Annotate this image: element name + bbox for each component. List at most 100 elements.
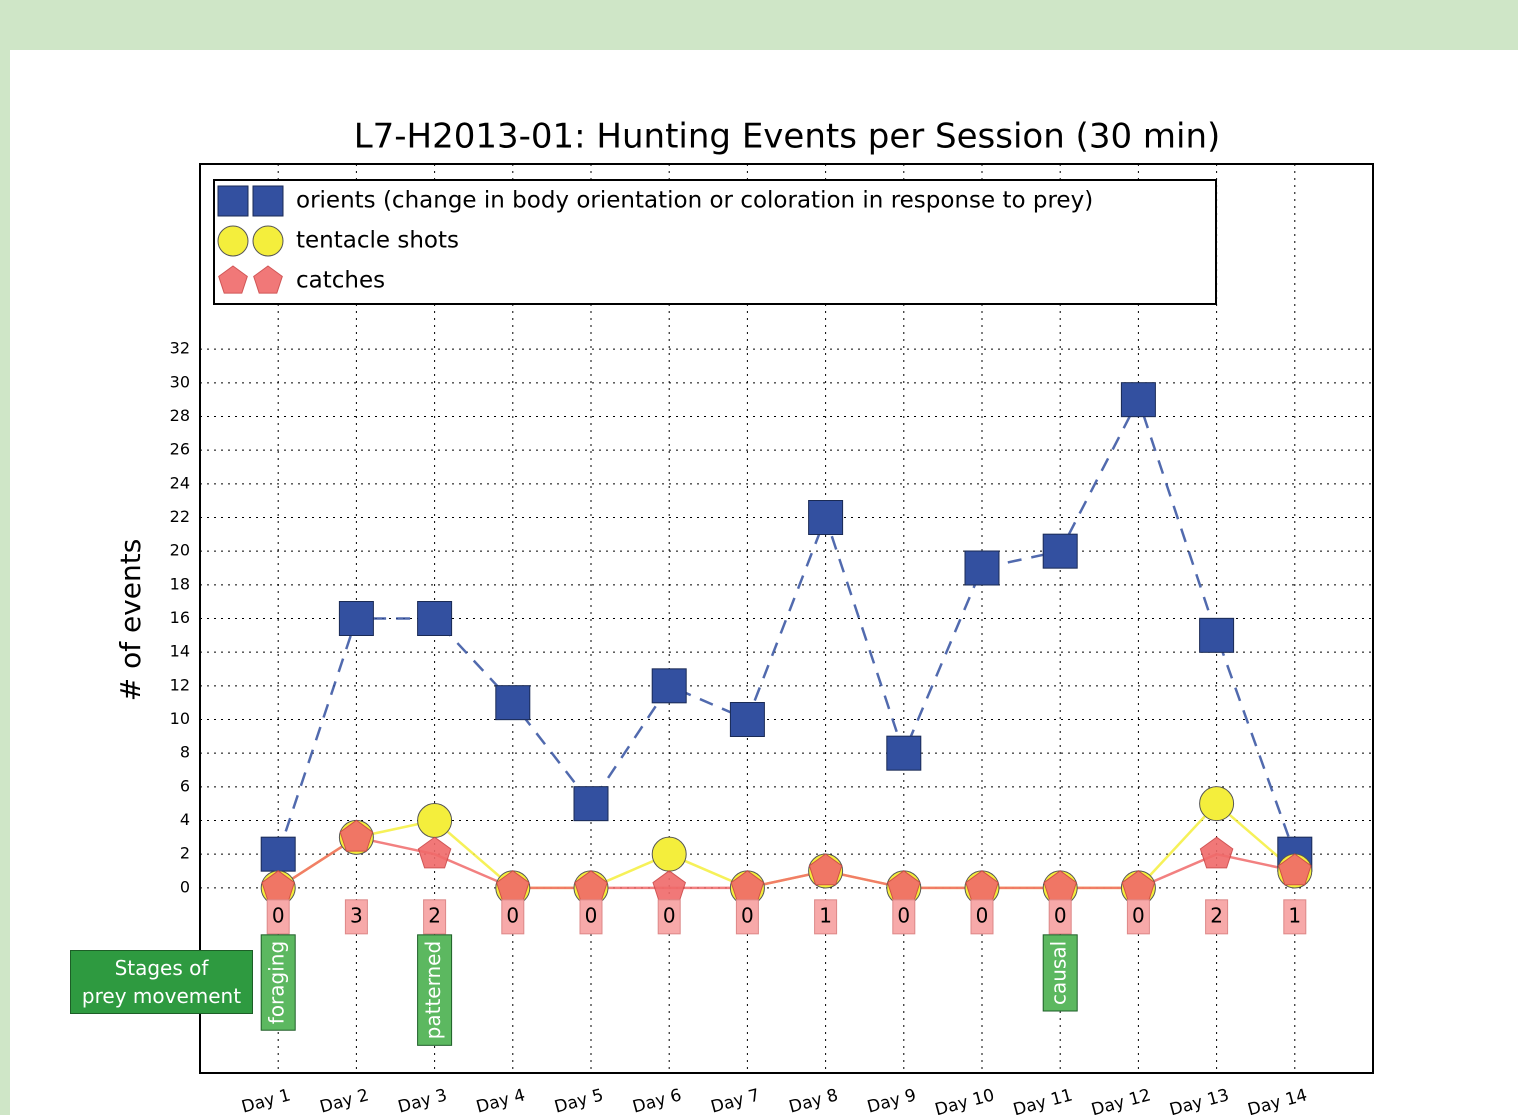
marker <box>651 668 687 704</box>
x-tick-label: Day 10 <box>933 1085 997 1115</box>
y-tick-label: 8 <box>180 743 190 762</box>
stage: foraging <box>260 934 296 1031</box>
marker <box>1199 617 1235 653</box>
y-tick-label: 16 <box>170 608 190 627</box>
legend-label: orients (change in body orientation or c… <box>296 188 1093 214</box>
stage-title: Stages of prey movement <box>70 950 253 1014</box>
stage-label: causal <box>1047 941 1071 1005</box>
marker <box>808 853 843 886</box>
marker <box>217 225 249 257</box>
marker <box>651 836 687 872</box>
y-tick-label: 22 <box>170 507 190 526</box>
x-tick-label: Day 13 <box>1167 1085 1231 1115</box>
stage-box <box>260 934 296 1031</box>
header-band <box>0 0 1518 50</box>
data-label-box <box>970 899 994 935</box>
data-label-box <box>423 899 447 935</box>
marker <box>729 702 765 737</box>
data-label-box <box>579 899 603 935</box>
marker <box>652 870 686 903</box>
marker <box>495 685 531 721</box>
y-axis-label: # of events <box>114 539 147 702</box>
stage-box <box>1042 934 1078 1012</box>
x-tick-label: Day 5 <box>552 1085 605 1115</box>
stage: causal <box>1042 934 1078 1012</box>
marker <box>1199 836 1234 869</box>
y-tick-label: 24 <box>170 473 190 492</box>
marker <box>417 803 453 838</box>
y-tick-label: 10 <box>170 709 190 728</box>
marker <box>417 836 452 869</box>
x-tick-label: Day 6 <box>631 1085 684 1115</box>
y-tick-label: 6 <box>180 776 190 795</box>
x-tick-label: Day 12 <box>1089 1085 1153 1115</box>
y-tick-label: 18 <box>170 574 190 593</box>
x-tick-label: Day 1 <box>240 1085 293 1115</box>
x-tick-label: Day 2 <box>318 1085 371 1115</box>
marker <box>964 550 1000 586</box>
data-label-box <box>814 899 838 935</box>
x-tick-label: Day 7 <box>709 1085 762 1115</box>
y-tick-label: 32 <box>170 339 190 358</box>
data-label-box <box>266 899 290 935</box>
data-label: 0 <box>1054 903 1067 927</box>
data-label: 0 <box>272 903 285 927</box>
marker <box>808 500 844 535</box>
data-label: 1 <box>819 903 832 927</box>
marker <box>253 265 283 294</box>
data-label: 2 <box>428 903 441 927</box>
legend-label: catches <box>296 268 385 294</box>
data-label-box <box>892 899 916 935</box>
marker <box>338 601 374 636</box>
marker <box>218 265 248 294</box>
data-label: 0 <box>897 903 910 927</box>
data-label: 2 <box>1210 903 1223 927</box>
data-label-box <box>344 899 368 935</box>
data-label: 0 <box>1132 903 1145 927</box>
marker <box>217 185 249 217</box>
marker <box>252 185 284 217</box>
marker <box>252 225 284 257</box>
data-label: 3 <box>350 903 363 927</box>
marker <box>1120 382 1156 418</box>
y-tick-label: 4 <box>180 810 190 829</box>
marker <box>1042 533 1078 569</box>
legend-box <box>213 179 1217 305</box>
data-label: 0 <box>976 903 989 927</box>
marker <box>1199 786 1235 822</box>
stage-label: foraging <box>265 941 289 1024</box>
data-label-box <box>657 899 681 935</box>
data-label-box <box>1048 899 1072 935</box>
data-label: 0 <box>741 903 754 927</box>
x-tick-label: Day 11 <box>1011 1085 1075 1115</box>
marker <box>339 819 374 852</box>
side-band <box>0 50 10 1115</box>
stage-label: patterned <box>421 941 445 1039</box>
stage: patterned <box>417 934 453 1046</box>
data-label: 0 <box>663 903 676 927</box>
x-tick-label: Day 9 <box>865 1085 918 1115</box>
data-label: 1 <box>1288 903 1301 927</box>
marker <box>417 601 453 636</box>
x-tick-label: Day 4 <box>474 1085 527 1115</box>
data-label: 0 <box>585 903 598 927</box>
marker <box>1278 853 1312 886</box>
marker <box>886 735 922 771</box>
x-tick-label: Day 8 <box>787 1085 840 1115</box>
y-tick-label: 30 <box>170 372 190 391</box>
y-tick-label: 2 <box>180 844 190 863</box>
y-tick-label: 26 <box>170 440 190 459</box>
stage-box <box>417 934 453 1046</box>
y-tick-label: 0 <box>180 877 190 896</box>
legend-label: tentacle shots <box>296 228 459 254</box>
y-tick-label: 28 <box>170 406 190 425</box>
plot-frame <box>199 163 1374 1074</box>
data-label-box <box>1205 899 1229 935</box>
data-label-box <box>501 899 525 935</box>
y-tick-label: 12 <box>170 675 190 694</box>
data-label-box <box>1126 899 1150 935</box>
data-label-box <box>1283 899 1307 935</box>
x-tick-label: Day 14 <box>1246 1085 1310 1115</box>
